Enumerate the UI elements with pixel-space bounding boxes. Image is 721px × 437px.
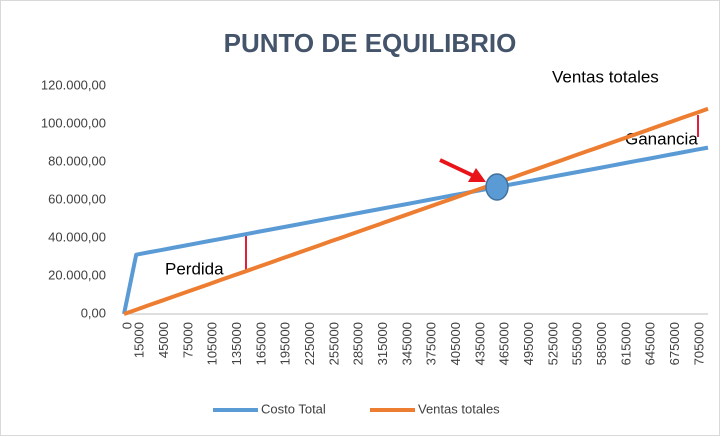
x-tick-label: 345000	[399, 322, 414, 365]
y-tick-label: 80.000,00	[48, 153, 106, 168]
x-tick-label: 705000	[691, 322, 706, 365]
y-tick-label: 100.000,00	[41, 115, 106, 130]
arrow-head	[468, 168, 486, 182]
x-tick-label: 375000	[424, 322, 439, 365]
y-tick-label: 120.000,00	[41, 77, 106, 92]
x-tick-label: 45000	[156, 322, 171, 358]
x-tick-label: 525000	[545, 322, 560, 365]
annotation: Ganancia	[625, 129, 698, 148]
x-tick-label: 285000	[351, 322, 366, 365]
x-tick-label: 465000	[497, 322, 512, 365]
x-tick-label: 0	[119, 322, 134, 329]
legend-label: Ventas totales	[418, 401, 500, 416]
annotation: Perdida	[165, 259, 224, 278]
x-tick-label: 195000	[278, 322, 293, 365]
x-tick-label: 225000	[302, 322, 317, 365]
series-line	[123, 106, 709, 316]
x-tick-label: 315000	[375, 322, 390, 365]
y-tick-label: 40.000,00	[48, 229, 106, 244]
y-tick-label: 60.000,00	[48, 191, 106, 206]
break-even-marker	[485, 173, 509, 201]
annotation: Ventas totales	[552, 67, 659, 86]
x-tick-label: 15000	[132, 322, 147, 358]
x-tick-label: 585000	[594, 322, 609, 365]
y-tick-label: 20.000,00	[48, 267, 106, 282]
x-tick-label: 75000	[180, 322, 195, 358]
legend-label: Costo Total	[261, 401, 326, 416]
x-tick-label: 495000	[521, 322, 536, 365]
x-tick-label: 405000	[448, 322, 463, 365]
x-tick-label: 645000	[643, 322, 658, 365]
x-tick-label: 255000	[326, 322, 341, 365]
x-tick-label: 165000	[253, 322, 268, 365]
x-tick-label: 675000	[667, 322, 682, 365]
x-tick-label: 615000	[618, 322, 633, 365]
chart-title: PUNTO DE EQUILIBRIO	[224, 28, 517, 58]
x-tick-label: 435000	[472, 322, 487, 365]
x-tick-label: 105000	[205, 322, 220, 365]
x-tick-label: 555000	[570, 322, 585, 365]
series-line	[122, 145, 709, 315]
arrow	[439, 158, 477, 179]
y-tick-label: 0,00	[81, 305, 106, 320]
x-tick-label: 135000	[229, 322, 244, 365]
